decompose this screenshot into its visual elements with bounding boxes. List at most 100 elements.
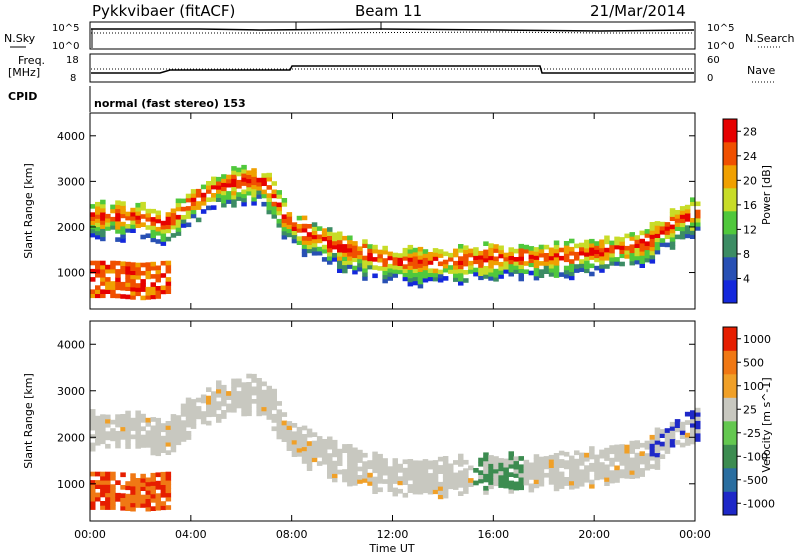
echo-cell xyxy=(261,177,267,182)
echo-cell xyxy=(513,469,519,474)
echo-cell xyxy=(190,420,197,425)
echo-cell xyxy=(518,256,524,261)
echo-cell xyxy=(150,290,156,296)
echo-cell xyxy=(170,435,177,440)
echo-cell xyxy=(130,494,136,499)
echo-cell xyxy=(503,475,509,481)
echo-cell xyxy=(397,253,403,258)
echo-cell xyxy=(422,269,429,275)
echo-cell xyxy=(216,380,222,386)
echo-cell xyxy=(211,395,217,401)
echo-cell xyxy=(100,435,106,440)
echo-cell xyxy=(342,469,348,474)
echo-cell xyxy=(316,436,323,441)
echo-cell xyxy=(347,460,353,466)
echo-cell xyxy=(493,477,499,482)
echo-cell xyxy=(367,260,373,266)
echo-cell xyxy=(105,501,111,506)
echo-cell xyxy=(281,214,288,219)
echo-cell xyxy=(246,174,252,180)
echo-cell xyxy=(185,431,192,436)
echo-cell xyxy=(276,413,282,419)
echo-cell xyxy=(256,390,262,396)
echo-cell xyxy=(145,502,151,508)
echo-cell xyxy=(690,410,696,415)
echo-cell xyxy=(251,180,257,186)
echo-cell xyxy=(90,216,96,221)
echo-cell xyxy=(226,199,232,204)
echo-cell xyxy=(619,448,625,454)
echo-cell xyxy=(130,473,136,478)
echo-cell xyxy=(584,465,590,470)
echo-cell xyxy=(316,444,323,450)
echo-cell xyxy=(659,225,666,231)
echo-cell xyxy=(634,259,640,265)
echo-cell xyxy=(503,458,509,464)
echo-cell xyxy=(412,260,419,265)
echo-cell xyxy=(574,475,580,481)
echo-cell xyxy=(90,492,96,498)
echo-cell xyxy=(548,454,555,460)
echo-cell xyxy=(468,269,474,274)
echo-cell xyxy=(125,414,131,420)
echo-cell xyxy=(508,251,514,256)
echo-cell xyxy=(175,219,182,224)
echo-cell xyxy=(599,247,605,253)
echo-cell xyxy=(553,486,560,492)
echo-cell xyxy=(644,253,651,259)
echo-cell xyxy=(150,450,156,456)
echo-cell xyxy=(221,194,227,200)
echo-cell xyxy=(412,272,419,278)
echo-cell xyxy=(684,208,691,214)
echo-cell xyxy=(684,217,691,222)
echo-cell xyxy=(236,382,242,388)
echo-cell xyxy=(185,401,192,407)
echo-cell xyxy=(458,483,464,488)
echo-cell xyxy=(503,483,509,489)
echo-cell xyxy=(100,439,106,445)
echo-cell xyxy=(226,391,232,396)
echo-cell xyxy=(115,277,121,282)
echo-cell xyxy=(337,453,343,458)
echo-cell xyxy=(216,388,222,394)
echo-cell xyxy=(120,286,126,291)
echo-cell xyxy=(417,283,424,289)
echo-cell xyxy=(397,269,403,275)
echo-cell xyxy=(347,264,353,269)
echo-cell xyxy=(589,255,595,260)
echo-cell xyxy=(442,276,449,281)
echo-cell xyxy=(311,457,318,463)
echo-cell xyxy=(483,477,489,483)
echo-cell xyxy=(483,473,489,479)
echo-cell xyxy=(100,488,106,494)
echo-cell xyxy=(311,251,318,256)
echo-cell xyxy=(206,404,212,409)
echo-cell xyxy=(644,249,651,255)
echo-cell xyxy=(256,186,262,191)
echo-cell xyxy=(130,490,136,495)
echo-cell xyxy=(417,255,424,260)
echo-cell xyxy=(624,254,630,259)
echo-cell xyxy=(332,232,338,238)
echo-cell xyxy=(569,238,575,244)
echo-cell xyxy=(256,386,262,391)
echo-cell xyxy=(110,428,116,433)
echo-cell xyxy=(140,270,146,276)
echo-cell xyxy=(306,445,313,451)
echo-cell xyxy=(125,270,131,275)
echo-cell xyxy=(352,257,358,263)
nsearch-series xyxy=(91,31,694,34)
echo-cell xyxy=(584,252,590,257)
echo-cell xyxy=(200,415,207,421)
echo-cell xyxy=(417,481,424,487)
nsky-tick-top: 10^5 xyxy=(52,23,79,34)
echo-cell xyxy=(563,241,570,246)
echo-cell xyxy=(301,459,308,464)
echo-cell xyxy=(291,222,298,227)
echo-cell xyxy=(493,481,499,487)
echo-cell xyxy=(392,252,398,258)
echo-cell xyxy=(579,481,585,487)
echo-cell xyxy=(609,461,615,467)
echo-cell xyxy=(115,237,121,242)
